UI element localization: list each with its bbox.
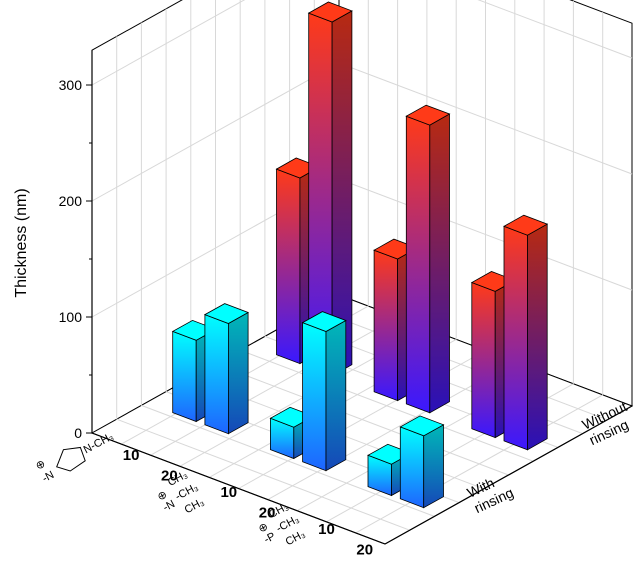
bar-top-face [503, 214, 549, 236]
bar-side-shade [527, 224, 548, 450]
bar-front-face [302, 322, 327, 472]
depth-axis-line [384, 405, 633, 545]
structure-lead: -N [40, 469, 56, 485]
bar-with-rinsing-imidazolium-20 [203, 303, 250, 435]
bar-front-face [399, 426, 425, 509]
structure-lead: -P [262, 530, 277, 546]
grid-line-floor-across [355, 394, 603, 534]
chart-axes [86, 50, 633, 545]
bar-without-rinsing-imidazolium-20 [307, 1, 353, 377]
imidazolium-ring-icon [56, 446, 86, 472]
bar-with-rinsing-trimethylammonium-20 [301, 311, 347, 472]
bar-with-rinsing-trimethylphosphonium-20 [399, 415, 445, 509]
bar-without-rinsing-trimethylammonium-20 [405, 104, 451, 414]
bar-top-face [203, 303, 250, 324]
grid-line-floor-depth [240, 349, 534, 462]
grid-line-horizontal [91, 0, 633, 86]
structure-charge: ⊕ [34, 458, 48, 473]
bar-side-shade [423, 424, 444, 508]
bar-without-rinsing-trimethylphosphonium-20 [503, 214, 549, 451]
grid-line-floor-depth [314, 308, 608, 421]
concentration-label: 10 [318, 521, 335, 538]
bar-front-face [405, 115, 431, 414]
bar-front-face [503, 225, 528, 451]
bar-front-face [471, 281, 496, 439]
y-tick-label: 300 [59, 77, 83, 93]
concentration-label: 20 [161, 467, 178, 484]
y-tick-label: 100 [59, 309, 83, 325]
bar-side-shade [332, 10, 352, 376]
y-tick-label: 0 [74, 425, 82, 441]
concentration-label: 10 [220, 484, 237, 501]
chart-bars [171, 1, 549, 509]
concentration-label: 10 [123, 447, 140, 464]
bar-front-face [373, 249, 399, 402]
concentration-label: 20 [356, 541, 373, 558]
bar-top-face [399, 415, 445, 437]
bar-side-shade [429, 114, 450, 413]
structure-lead: -N [161, 498, 177, 514]
bar-front-face [172, 330, 197, 423]
bar-top-face [405, 104, 451, 126]
bar-side-shade [326, 320, 346, 471]
x-axis-line [91, 432, 386, 545]
bar-front-face [276, 168, 301, 365]
bar-top-face [307, 1, 353, 23]
bar-front-face [204, 314, 229, 435]
concentration-label: 20 [259, 504, 276, 521]
y-tick-label: 200 [59, 193, 83, 209]
bar-side-shade [228, 312, 249, 434]
bar-top-face [301, 311, 347, 332]
y-axis-label: Thickness (nm) [13, 188, 30, 297]
